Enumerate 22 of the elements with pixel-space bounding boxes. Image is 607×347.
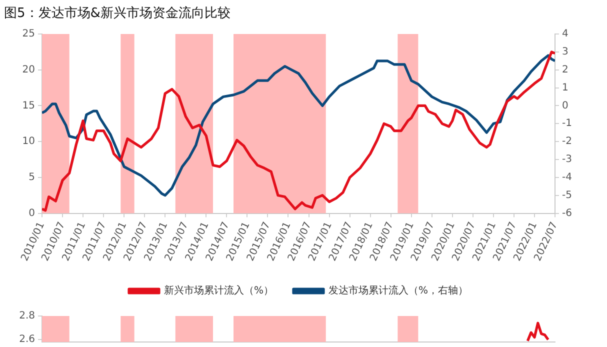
- y2-tick-label: 2: [562, 64, 568, 76]
- y-tick-label: 2.8: [19, 310, 35, 322]
- y-tick-label: 20: [22, 64, 35, 76]
- legend-label: 新兴市场累计流入（%）: [164, 284, 274, 297]
- y2-tick-label: -2: [562, 136, 572, 148]
- y-tick-label: 10: [22, 136, 35, 148]
- y2-tick-label: 4: [562, 28, 568, 40]
- y-tick-label: 15: [22, 100, 35, 112]
- y2-tick-label: -4: [562, 172, 572, 184]
- y2-tick-label: 1: [562, 82, 568, 94]
- y2-tick-label: -3: [562, 154, 572, 166]
- y-tick-label: 0: [28, 208, 35, 219]
- y-tick-label: 25: [22, 28, 35, 40]
- y2-tick-label: 0: [562, 100, 568, 112]
- y2-tick-label: 3: [562, 46, 568, 58]
- chart-title: 图5：发达市场&新兴市场资金流向比较: [3, 5, 232, 23]
- y2-tick-label: -6: [562, 208, 572, 219]
- y-tick-label: 5: [28, 172, 35, 184]
- y-tick-label: 2.6: [19, 334, 35, 346]
- legend-label: 发达市场累计流入（%，右轴）: [328, 284, 468, 297]
- y2-tick-label: -5: [562, 190, 572, 201]
- y2-tick-label: -1: [562, 118, 572, 130]
